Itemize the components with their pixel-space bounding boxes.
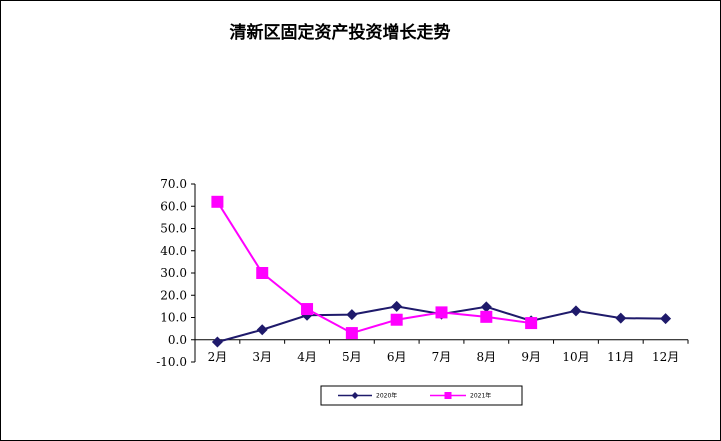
axes: [191, 183, 689, 363]
y-tick-label: 10.0: [160, 311, 187, 325]
legend-marker: [351, 392, 359, 399]
data-point: [301, 303, 314, 316]
x-tick-label: 12月: [652, 350, 679, 364]
x-tick-label: 11月: [607, 350, 634, 364]
data-point: [211, 195, 224, 208]
data-point: [345, 327, 358, 340]
data-point: [211, 336, 223, 348]
data-point: [570, 305, 582, 317]
y-tick-labels: -10.0 0.0 10.0 20.0 30.0 40.0 50.0 60.0 70.0: [156, 177, 187, 369]
data-point: [480, 301, 492, 313]
legend-marker: [444, 392, 452, 399]
x-tick-label: 9月: [521, 350, 541, 364]
data-point: [346, 309, 358, 321]
chart-title: 清新区固定资产投资增长走势: [229, 23, 451, 43]
legend-label: 2021年: [470, 392, 491, 400]
legend-entry-2: 2021年: [430, 392, 491, 400]
x-tick-label: 3月: [252, 350, 272, 364]
data-point: [256, 324, 268, 336]
x-tick-label: 10月: [562, 350, 589, 364]
data-point: [615, 312, 627, 324]
y-tick-label: 20.0: [160, 288, 187, 302]
series-2: [211, 195, 538, 340]
y-tick-label: 30.0: [160, 266, 187, 280]
data-point: [435, 306, 448, 319]
data-point: [480, 310, 493, 323]
y-tick-label: 60.0: [160, 199, 187, 213]
legend-box: [320, 385, 523, 406]
data-point: [256, 267, 269, 279]
x-tick-label: 7月: [432, 350, 452, 364]
legend: 2020年 2021年: [320, 385, 523, 406]
x-tick-label: 6月: [387, 350, 407, 364]
legend-label: 2020年: [376, 392, 397, 400]
x-tick-label: 4月: [297, 350, 317, 364]
data-point: [391, 300, 403, 312]
y-tick-label: 40.0: [160, 244, 187, 258]
series-line: [216, 201, 532, 335]
data-point: [660, 313, 672, 325]
x-tick-labels: 2月 3月 4月 5月 6月 7月 8月 9月 10月 11月 12月: [208, 350, 680, 364]
y-tick-label: -10.0: [156, 355, 187, 369]
y-tick-label: 70.0: [160, 177, 187, 191]
data-point: [390, 313, 403, 326]
legend-entry-1: 2020年: [338, 392, 397, 400]
data-point: [525, 317, 538, 330]
y-tick-label: 0.0: [168, 333, 187, 347]
y-tick-label: 50.0: [160, 222, 187, 236]
x-tick-label: 2月: [208, 350, 228, 364]
x-tick-label: 5月: [342, 350, 362, 364]
series-layer: [211, 195, 672, 348]
x-tick-label: 8月: [476, 350, 496, 364]
